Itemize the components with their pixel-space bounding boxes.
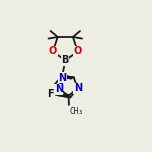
Text: N: N — [55, 84, 63, 94]
Text: CH₃: CH₃ — [70, 107, 84, 116]
Text: O: O — [74, 47, 82, 56]
Text: O: O — [49, 47, 57, 56]
Text: N: N — [58, 73, 66, 83]
Text: N: N — [74, 83, 82, 93]
Text: F: F — [47, 89, 54, 99]
Text: B: B — [62, 55, 69, 66]
